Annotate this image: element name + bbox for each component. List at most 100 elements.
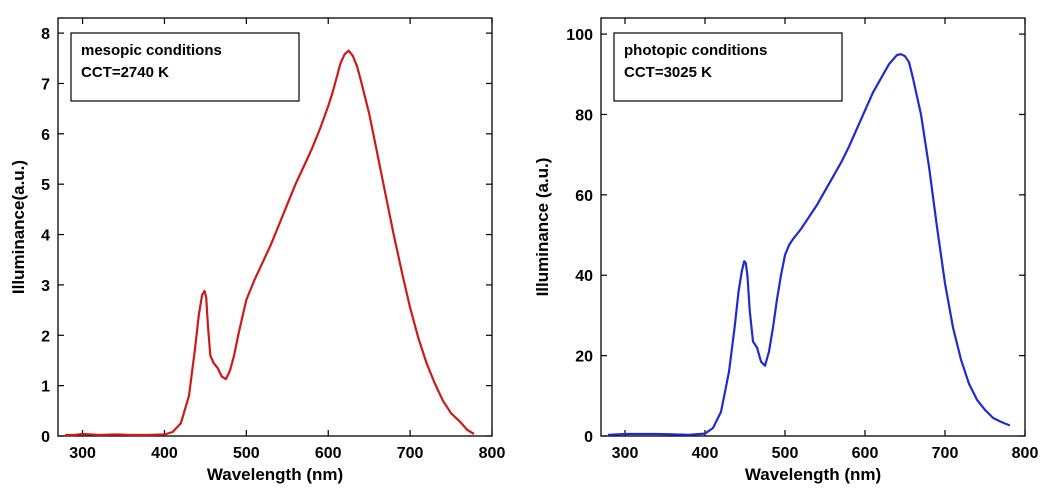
y-tick-label: 7 <box>41 76 50 93</box>
data-point <box>302 165 305 168</box>
data-point <box>832 175 834 178</box>
data-point <box>237 334 240 337</box>
y-axis-label: Illuminance (a.u.) <box>533 158 552 297</box>
data-point <box>740 270 743 273</box>
x-tick-label: 700 <box>932 445 959 462</box>
data-point <box>840 161 842 164</box>
plot-frame <box>57 17 493 437</box>
data-point <box>179 422 182 425</box>
data-point <box>442 399 444 402</box>
data-point <box>368 112 371 115</box>
y-tick-label: 40 <box>575 268 593 285</box>
data-point <box>384 193 387 196</box>
data-point <box>960 358 962 361</box>
data-point <box>205 296 208 299</box>
data-point <box>98 434 100 436</box>
x-tick-label: 600 <box>315 445 342 462</box>
data-point <box>856 127 858 130</box>
data-point <box>286 203 289 206</box>
data-point <box>245 299 248 301</box>
data-point <box>327 105 330 107</box>
data-point <box>147 434 150 436</box>
data-point <box>788 244 790 247</box>
data-point <box>904 55 906 58</box>
data-point <box>351 54 354 57</box>
data-point <box>688 433 690 436</box>
data-point <box>864 109 866 112</box>
data-point <box>81 433 84 435</box>
chart-left-svg: 300 400 500 600 700 800 0 1 2 3 4 5 6 7 8 Wavelength (n… <box>9 17 506 484</box>
data-point <box>466 429 469 431</box>
chart-right-svg: 300 400 500 600 700 800 0 20 40 60 80 100 Wavelength… <box>533 17 1038 484</box>
data-point <box>207 324 209 327</box>
data-point <box>233 354 236 357</box>
data-point <box>294 183 297 186</box>
data-point <box>163 433 166 436</box>
data-point <box>764 364 766 367</box>
data-point <box>130 434 133 436</box>
data-point <box>472 432 475 435</box>
y-tick-label: 2 <box>41 328 50 345</box>
data-point <box>744 262 747 265</box>
data-point <box>888 63 890 66</box>
series-line-0 <box>607 53 1011 436</box>
x-tick-label: 800 <box>479 445 506 462</box>
data-point <box>968 382 970 385</box>
data-point <box>458 420 461 422</box>
data-point <box>203 290 206 292</box>
x-tick-label: 400 <box>151 445 178 462</box>
data-point <box>319 127 321 130</box>
data-point <box>900 53 902 56</box>
data-point <box>347 49 350 52</box>
data-point <box>171 431 174 433</box>
data-point <box>212 362 215 364</box>
annotation-cct: CCT=3025 K <box>624 64 712 81</box>
data-point <box>392 233 395 236</box>
data-point <box>992 417 994 419</box>
data-point <box>672 433 674 436</box>
y-tick-label: 5 <box>41 177 50 194</box>
data-point <box>1008 424 1010 426</box>
data-point <box>278 223 280 226</box>
data-point <box>209 354 212 357</box>
data-point <box>752 340 754 343</box>
x-tick-label: 500 <box>233 445 260 462</box>
data-point <box>197 314 200 316</box>
x-tick-label: 400 <box>692 445 719 462</box>
data-point <box>848 145 850 148</box>
data-point <box>936 226 938 228</box>
data-point <box>800 228 802 230</box>
data-point <box>401 271 403 274</box>
data-point <box>225 378 227 380</box>
data-point <box>920 113 922 116</box>
chart-left-mesopic: 300 400 500 600 700 800 0 1 2 3 4 5 6 7 8 Wavelength (n… <box>0 0 528 486</box>
data-point <box>360 80 362 82</box>
data-point <box>712 427 714 429</box>
x-tick-label: 500 <box>772 445 799 462</box>
data-point <box>417 336 420 339</box>
plot-frame <box>600 17 1026 437</box>
data-point <box>760 360 762 363</box>
y-tick-label: 80 <box>575 107 593 124</box>
data-point <box>824 189 826 192</box>
data-point <box>409 306 411 309</box>
data-point <box>331 92 334 95</box>
data-point <box>733 326 736 329</box>
data-point <box>908 61 910 64</box>
data-point <box>450 412 452 415</box>
data-point <box>728 370 730 373</box>
data-point <box>816 204 818 206</box>
data-point <box>339 62 342 65</box>
data-point <box>270 243 272 246</box>
data-point <box>433 382 436 384</box>
x-tick-label: 300 <box>69 445 96 462</box>
data-point <box>746 274 749 277</box>
data-point <box>976 398 978 401</box>
data-point <box>737 290 740 293</box>
data-point <box>376 153 379 155</box>
data-point <box>356 64 358 67</box>
data-point <box>220 375 223 378</box>
y-tick-label: 8 <box>41 26 50 43</box>
data-point <box>743 260 746 263</box>
data-point <box>216 367 219 369</box>
